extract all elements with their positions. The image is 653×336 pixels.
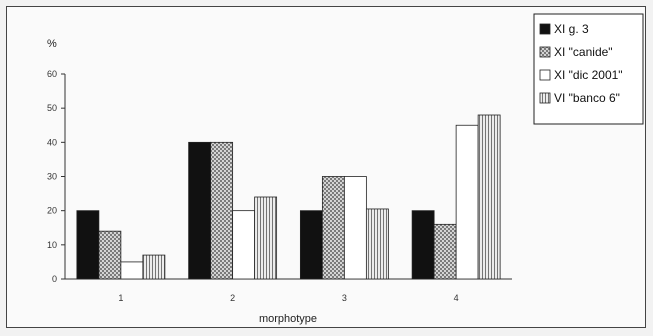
legend-label: XI "dic 2001" [554,68,623,82]
bar [120,261,144,280]
x-axis-label: morphotype [259,313,317,325]
y-tick-label: 30 [47,172,57,182]
y-tick-label: 40 [47,137,57,147]
bars [76,114,501,280]
bar [365,208,389,280]
bar [254,196,278,280]
legend-box [533,13,644,125]
legend-swatch [539,69,551,81]
bar [343,176,367,280]
bar [477,114,501,280]
legend-label: VI "banco 6" [554,91,620,105]
x-tick-label: 3 [342,293,347,303]
bar [188,141,212,280]
x-tick-label: 2 [230,293,235,303]
bar [411,210,435,280]
bar [299,210,323,280]
y-tick-label: 0 [52,274,57,284]
bar [232,210,256,280]
bar [98,230,122,280]
bar [76,210,100,280]
bar [321,176,345,280]
legend: XI g. 3 XI "canide" XI "dic 2001" VI "banco… [533,13,644,125]
y-tick-label: 20 [47,206,57,216]
bar [210,141,234,280]
legend-label: XI g. 3 [554,22,589,36]
legend-swatch [539,23,551,35]
legend-swatch [539,92,551,104]
bar [142,254,166,280]
y-tick-label: 10 [47,240,57,250]
chart-frame: % morphotype 0 10 20 30 40 50 60 1 2 3 4 XI g. 3 XI… [6,6,646,328]
y-tick-label: 50 [47,103,57,113]
x-tick-label: 1 [118,293,123,303]
y-tick-label: 60 [47,69,57,79]
legend-label: XI "canide" [554,45,613,59]
bar [455,124,479,280]
y-axis-label: % [47,38,57,50]
legend-swatch [539,46,551,58]
bar [433,223,457,280]
x-tick-label: 4 [454,293,459,303]
